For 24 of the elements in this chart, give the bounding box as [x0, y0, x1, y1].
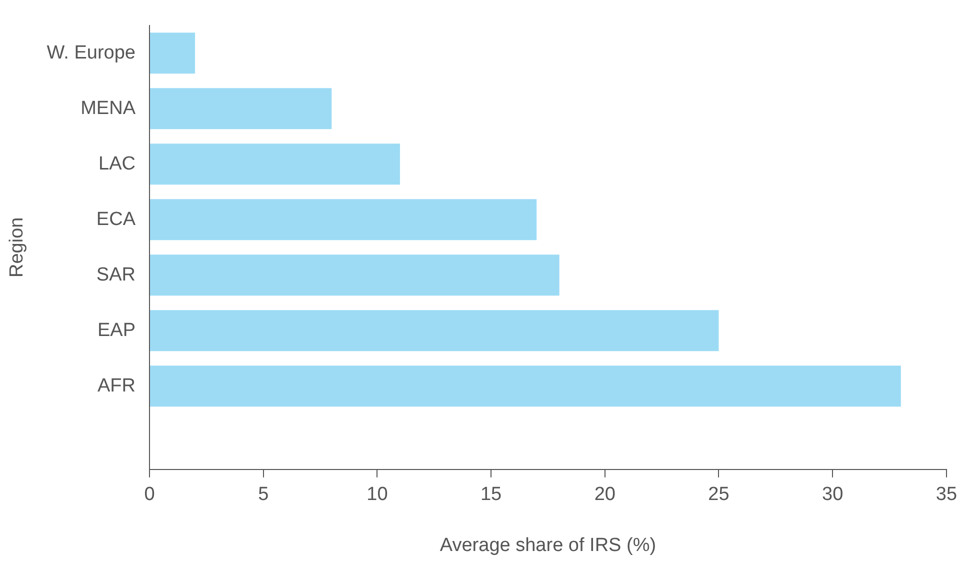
x-tick-label: 10	[366, 484, 388, 506]
bar	[150, 254, 560, 296]
x-tick-label: 0	[144, 484, 155, 506]
x-tick-label: 15	[480, 484, 502, 506]
bar	[150, 32, 196, 74]
x-tick-label: 35	[936, 484, 958, 506]
bar	[150, 88, 332, 130]
x-axis-title: Average share of IRS (%)	[440, 534, 656, 556]
bar	[150, 310, 719, 352]
y-axis-title: Region	[6, 217, 28, 278]
x-tick-label: 25	[708, 484, 730, 506]
y-tick-label: ECA	[96, 208, 136, 230]
y-tick-label: AFR	[98, 375, 136, 396]
x-tick-label: 20	[594, 484, 616, 506]
y-tick-label: MENA	[80, 98, 136, 119]
bar	[150, 144, 400, 185]
y-tick-label: LAC	[98, 153, 136, 174]
x-tick-label: 30	[822, 484, 844, 506]
y-tick-label: EAP	[97, 320, 136, 341]
y-tick-label: W. Europe	[46, 42, 136, 64]
y-tick-label: SAR	[96, 264, 136, 286]
bar	[150, 366, 901, 407]
x-tick-label: 5	[258, 484, 269, 506]
bar	[150, 199, 537, 240]
